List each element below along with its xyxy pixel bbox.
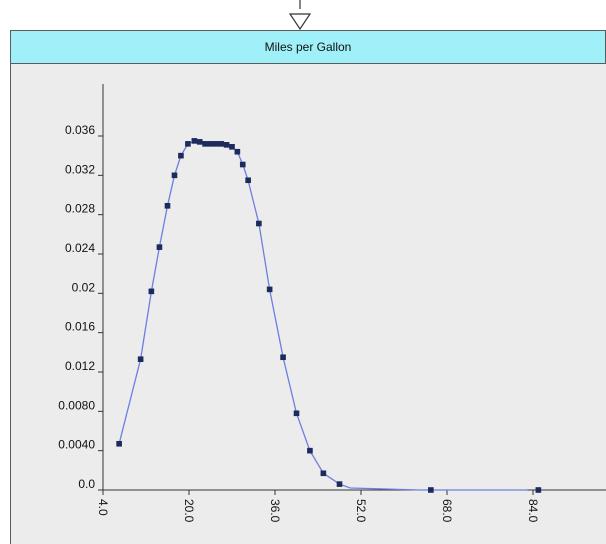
data-point bbox=[171, 172, 178, 179]
x-tick-label: 20.0 bbox=[182, 499, 196, 523]
data-point bbox=[213, 141, 219, 147]
y-tick-label: 0.02 bbox=[72, 280, 96, 294]
data-point bbox=[137, 356, 144, 363]
data-point bbox=[207, 141, 214, 147]
chart-area: 0.036 0.032 0.028 0.024 0.02 0.016 0.012 0.0080… bbox=[10, 64, 606, 544]
data-point bbox=[178, 152, 184, 159]
data-point bbox=[185, 141, 191, 147]
y-tick-label: 0.024 bbox=[65, 241, 95, 255]
data-point bbox=[280, 354, 286, 361]
data-point bbox=[229, 144, 235, 150]
filter-triangle-icon[interactable] bbox=[0, 0, 606, 31]
data-point bbox=[293, 410, 300, 417]
x-tick-label: 68.0 bbox=[440, 499, 454, 523]
data-point bbox=[320, 470, 327, 477]
y-tick-label: 0.016 bbox=[65, 320, 95, 334]
x-tick-label: 84.0 bbox=[526, 499, 540, 523]
data-point bbox=[336, 481, 343, 487]
data-point bbox=[191, 138, 198, 144]
y-tick-label: 0.012 bbox=[65, 359, 95, 373]
y-tick-label: 0.0080 bbox=[58, 398, 95, 412]
y-tick-label: 0.0040 bbox=[58, 438, 95, 452]
data-point bbox=[218, 141, 225, 147]
top-strip bbox=[0, 0, 606, 31]
data-point bbox=[116, 440, 122, 447]
data-point bbox=[266, 286, 273, 293]
data-point bbox=[156, 244, 163, 250]
series-line bbox=[118, 140, 528, 491]
x-tick-label: 4.0 bbox=[96, 499, 110, 516]
data-point bbox=[256, 220, 262, 227]
data-point bbox=[428, 487, 434, 493]
x-tick-label: 36.0 bbox=[268, 499, 282, 523]
data-point bbox=[239, 161, 246, 168]
x-tick-label: 52.0 bbox=[354, 499, 368, 523]
data-point bbox=[234, 148, 241, 155]
chart-title: Miles per Gallon bbox=[264, 40, 352, 54]
data-point bbox=[202, 141, 208, 147]
data-point bbox=[196, 139, 203, 145]
y-tick-label: 0.028 bbox=[65, 202, 95, 216]
data-point bbox=[535, 487, 542, 493]
y-tick-label: 0.0 bbox=[78, 477, 95, 491]
data-point bbox=[223, 142, 230, 148]
data-point bbox=[245, 177, 251, 184]
y-tick-label: 0.036 bbox=[65, 123, 95, 137]
data-point bbox=[164, 203, 171, 209]
y-tick-label: 0.032 bbox=[65, 162, 95, 176]
chart-title-bar: Miles per Gallon bbox=[10, 30, 606, 64]
data-point bbox=[307, 447, 313, 454]
line-chart: 0.036 0.032 0.028 0.024 0.02 0.016 0.012 0.0080… bbox=[58, 84, 606, 523]
data-point bbox=[148, 288, 155, 295]
